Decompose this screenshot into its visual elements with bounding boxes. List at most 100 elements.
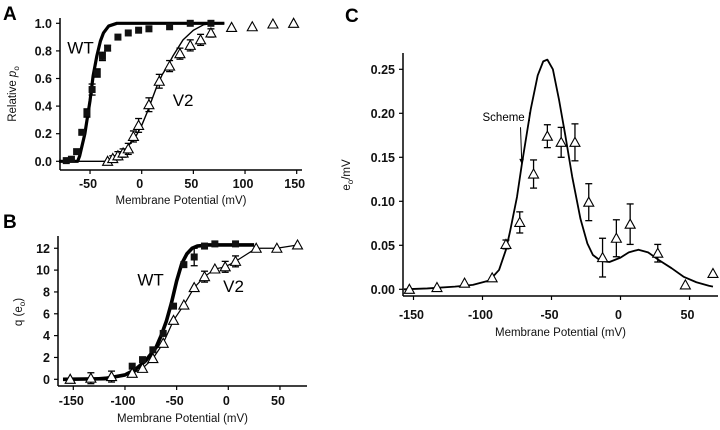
data-point-data <box>500 238 512 249</box>
annotation-label: WT <box>67 39 93 58</box>
data-point-v2 <box>105 370 118 382</box>
data-point-wt <box>186 19 194 27</box>
panel-c: C -150 -100 -50 0 50 0.00 0.05 0.10 0.15 0.20 0.25 M… <box>341 6 719 339</box>
x-tick-label: -100 <box>468 308 493 322</box>
data-point-data <box>707 267 719 279</box>
data-point-v2 <box>266 17 279 29</box>
data-point-wt <box>166 23 174 31</box>
y-tick-label: 0 <box>43 373 50 387</box>
y-tick-label: 6 <box>43 307 50 321</box>
x-tick-label: -100 <box>110 394 135 408</box>
y-tick-label: 0.8 <box>35 44 52 58</box>
data-point-v2 <box>153 75 166 86</box>
data-point-v2 <box>84 372 97 383</box>
y-tick-label: 0.0 <box>35 155 52 169</box>
data-point-data <box>555 136 568 147</box>
y-axis-title-sub: o <box>18 301 27 306</box>
data-point-v2 <box>194 33 207 45</box>
data-point-v2 <box>136 362 149 373</box>
y-tick-label: 0.25 <box>371 63 395 77</box>
data-point-wt <box>211 240 219 248</box>
y-tick-label: 0.4 <box>35 100 52 114</box>
data-point-data <box>569 136 581 147</box>
data-point-v2 <box>188 281 201 293</box>
panel-label: A <box>3 4 17 25</box>
y-tick-label: 12 <box>36 242 50 256</box>
data-point-wt <box>139 356 147 364</box>
data-point-data <box>541 130 554 141</box>
x-tick-label: 100 <box>233 177 254 191</box>
data-point-wt <box>73 148 81 156</box>
data-point-data <box>527 167 540 179</box>
x-tick-label: 50 <box>681 308 695 322</box>
x-axis-title: Membrane Potential (mV) <box>495 327 626 339</box>
fit-curve-scheme-i <box>403 58 714 291</box>
y-axis-title-end: /mV <box>341 159 353 180</box>
data-point-wt <box>93 69 101 77</box>
data-point-data <box>651 247 664 258</box>
data-point-v2 <box>219 260 232 272</box>
x-tick-label: 150 <box>284 177 305 191</box>
data-point-data <box>486 271 499 283</box>
data-point-v2 <box>225 21 238 32</box>
data-point-data <box>403 283 416 294</box>
x-tick-label: -50 <box>166 394 184 408</box>
data-point-wt <box>98 52 106 60</box>
y-axis-title-main: e <box>341 184 353 190</box>
data-point-v2 <box>163 59 176 71</box>
annotation-label: V2 <box>223 277 244 296</box>
data-point-v2 <box>127 130 140 142</box>
data-point-wt <box>135 26 143 34</box>
data-point-wt <box>88 86 96 94</box>
y-axis-title: Relative po <box>7 66 21 122</box>
y-tick-label: 0.6 <box>35 72 52 86</box>
panel-label: B <box>3 212 17 233</box>
data-point-wt <box>190 253 198 261</box>
data-point-wt <box>67 155 75 163</box>
y-tick-label: 1.0 <box>35 17 52 31</box>
data-point-v2 <box>146 352 159 364</box>
data-point-wt <box>145 25 153 33</box>
data-point-wt <box>232 240 240 248</box>
annotation-label: V2 <box>173 91 194 110</box>
data-point-data <box>624 218 637 229</box>
data-point-wt <box>114 33 122 41</box>
data-point-v2 <box>287 17 300 28</box>
data-point-v2 <box>204 26 217 38</box>
y-axis-title-main: Relative <box>7 77 19 122</box>
x-tick-label: 0 <box>615 308 622 322</box>
y-axis-title-sub: o <box>12 66 21 71</box>
y-axis-title: q (eo) <box>13 298 27 326</box>
data-point-v2 <box>208 262 221 274</box>
fit-curve-wt <box>59 21 225 163</box>
data-point-v2 <box>246 20 259 32</box>
data-point-wt <box>124 29 132 37</box>
panel-label: C <box>345 6 359 27</box>
data-point-v2 <box>64 373 77 384</box>
data-point-v2 <box>167 314 180 325</box>
x-axis-title: Membrane Potential (mV) <box>117 413 248 425</box>
data-point-v2 <box>173 47 186 59</box>
data-point-wt <box>149 346 157 354</box>
y-tick-label: 0.2 <box>35 127 52 141</box>
data-point-v2 <box>177 298 190 310</box>
x-tick-label: 50 <box>271 394 285 408</box>
data-point-data <box>596 251 609 263</box>
data-point-wt <box>128 362 136 370</box>
data-point-wt <box>83 109 91 117</box>
data-point-wt <box>180 261 188 269</box>
data-point-v2 <box>142 98 155 110</box>
data-point-v2 <box>291 238 304 250</box>
data-point-v2 <box>250 242 263 253</box>
y-axis-title-var: p <box>7 70 19 78</box>
data-point-v2 <box>184 39 197 50</box>
y-axis-title: eo/mV <box>341 159 355 191</box>
y-tick-label: 8 <box>43 285 50 299</box>
panel-b: B -150 -100 -50 0 50 0 2 4 6 8 10 12 Membrane Potenti… <box>3 212 307 425</box>
data-point-wt <box>104 44 112 52</box>
x-tick-label: -50 <box>540 308 558 322</box>
x-axis-title: Membrane Potential (mV) <box>115 195 246 207</box>
data-point-wt <box>78 128 86 136</box>
y-tick-label: 0.10 <box>371 195 395 209</box>
y-axis-title-main: q (e <box>13 306 25 326</box>
